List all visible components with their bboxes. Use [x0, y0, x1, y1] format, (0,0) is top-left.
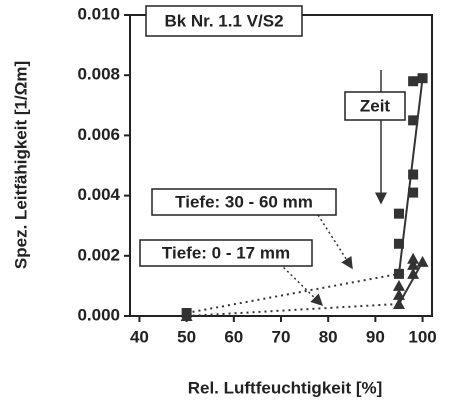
dotted-link: [186, 272, 400, 314]
x-tick-label: 40: [130, 327, 149, 346]
square-marker: [408, 187, 419, 198]
y-axis-label: Spez. Leitfähigkeit [1/Ωm]: [11, 61, 30, 269]
x-tick-label: 80: [319, 327, 338, 346]
series-label: Tiefe: 30 - 60 mm: [175, 192, 313, 211]
triangle-marker: [180, 310, 193, 321]
x-tick-label: 70: [272, 327, 291, 346]
annotation-box: [344, 91, 406, 121]
square-marker: [408, 115, 419, 126]
x-tick-label: 50: [177, 327, 196, 346]
triangle-marker: [407, 258, 420, 270]
plot-frame: [129, 14, 433, 317]
annotation: Zeit: [360, 96, 391, 115]
square-marker: [393, 208, 404, 219]
series-label-box: [151, 188, 337, 216]
x-tick-label: 100: [408, 327, 436, 346]
square-marker: [417, 73, 428, 84]
y-tick-label: 0.000: [77, 305, 120, 324]
arrow: [317, 214, 353, 270]
square-marker: [408, 76, 419, 87]
chart-title: Bk Nr. 1.1 V/S2: [164, 11, 283, 30]
y-tick-label: 0.002: [77, 245, 120, 264]
triangle-marker: [392, 279, 405, 291]
x-tick-label: 90: [366, 327, 385, 346]
triangle-marker: [392, 297, 405, 309]
y-tick-label: 0.006: [77, 125, 120, 144]
triangle-marker: [392, 288, 405, 300]
square-marker: [393, 238, 404, 249]
chart-title-box: [145, 5, 303, 37]
triangle-marker: [416, 255, 429, 267]
x-axis-label: Rel. Luftfeuchtigkeit [%]: [188, 378, 383, 397]
y-tick-label: 0.010: [77, 4, 120, 23]
series-label: Tiefe: 0 - 17 mm: [162, 243, 290, 262]
triangle-marker: [407, 267, 420, 279]
arrow: [279, 263, 324, 307]
square-marker: [393, 268, 404, 279]
x-tick-label: 60: [224, 327, 243, 346]
series-label-box: [139, 239, 313, 267]
square-marker: [408, 169, 419, 180]
triangle-marker: [407, 252, 420, 264]
y-tick-label: 0.008: [77, 65, 120, 84]
y-tick-label: 0.004: [77, 185, 120, 204]
dotted-link: [186, 302, 400, 317]
